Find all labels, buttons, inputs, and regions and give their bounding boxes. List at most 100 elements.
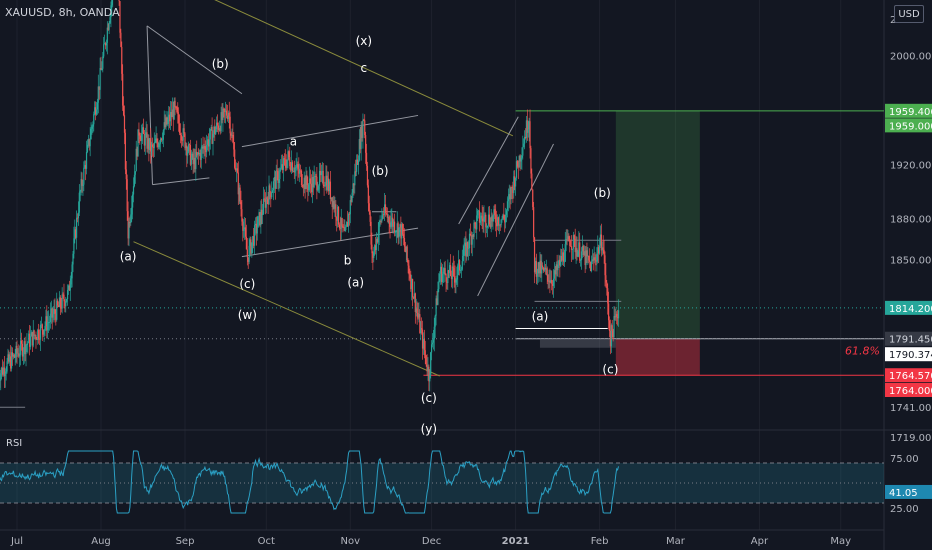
candle-body (272, 190, 274, 193)
candle-body (195, 151, 197, 170)
candle-body (281, 164, 284, 170)
candle-body (434, 315, 436, 327)
candle-body (192, 153, 194, 165)
last-price-badge-bg (885, 300, 932, 315)
candle-body (595, 260, 597, 262)
candle-body (596, 253, 598, 262)
stop2-badge: 1764.000 (889, 386, 932, 397)
candle-body (269, 185, 271, 193)
candle-body (142, 127, 145, 135)
candle-body (509, 194, 511, 200)
wave-label: (y) (421, 422, 437, 436)
candle-body (611, 325, 613, 332)
candle-body (95, 109, 98, 115)
candle-body (560, 256, 562, 266)
candle-body (378, 222, 380, 234)
candle-body (533, 237, 536, 273)
candle-body (132, 186, 135, 195)
candle-body (283, 158, 285, 160)
candle-body (488, 214, 490, 225)
candle-body (338, 224, 341, 229)
candle-body (442, 271, 444, 274)
candle-body (446, 281, 448, 284)
candle-body (570, 246, 573, 250)
candle-body (76, 217, 79, 219)
candle-body (109, 17, 111, 23)
candle-body (372, 253, 374, 258)
candle-body (514, 177, 517, 187)
candle-body (517, 166, 519, 168)
candle-body (508, 194, 510, 199)
candle-body (69, 284, 71, 291)
candle-body (555, 264, 557, 275)
candle-body (486, 227, 488, 229)
target-badge: 1959.406 (889, 107, 932, 118)
candle-body (307, 185, 309, 191)
candle-body (105, 42, 108, 46)
candle-body (358, 139, 360, 161)
candle-body (85, 152, 88, 169)
candle-body (544, 267, 546, 270)
level2-badge-bg (885, 118, 932, 133)
candle-body (305, 175, 307, 190)
candle-body (351, 192, 353, 202)
currency-button[interactable]: USD (894, 5, 924, 23)
candle-body (577, 251, 579, 257)
candle-body (532, 189, 534, 208)
candle-body (486, 225, 489, 228)
last-price-badge: 1814.200 (889, 304, 932, 315)
candle-body (403, 238, 406, 247)
level2-badge: 1959.000 (889, 121, 932, 132)
candle-body (99, 67, 101, 90)
target-badge-bg (885, 103, 932, 118)
candle-body (68, 285, 70, 291)
candle-body (347, 214, 350, 227)
candle-body (299, 170, 301, 174)
candle-body (213, 126, 215, 134)
candle-body (330, 197, 332, 199)
candle-body (315, 175, 317, 177)
candle-body (85, 165, 87, 169)
candle-body (552, 278, 555, 286)
candle-body (581, 246, 584, 252)
candle-body (280, 168, 282, 171)
candle-body (203, 146, 205, 149)
candle-body (48, 322, 50, 323)
candle-body (579, 242, 581, 261)
candle-body (609, 330, 612, 347)
candle-body (546, 268, 548, 275)
candle-body (510, 187, 512, 200)
candle-body (272, 181, 275, 191)
wave-label: (b) (594, 186, 611, 200)
candle-body (468, 233, 471, 249)
candle-body (266, 197, 268, 200)
candle-body (328, 178, 330, 192)
candle-body (131, 207, 133, 215)
candle-body (17, 353, 19, 355)
candle-body (360, 126, 362, 150)
long-position-tool[interactable]: 61.8% (0, 110, 884, 376)
candle-body (520, 157, 522, 162)
candle-body (130, 214, 132, 223)
candle-body (234, 167, 237, 171)
price-tick: 1719.000 (890, 433, 932, 444)
time-tick: 2021 (502, 536, 530, 547)
candle-body (440, 266, 442, 274)
candle-body (6, 361, 8, 372)
wave-label: (b) (212, 57, 229, 71)
candle-body (574, 238, 576, 253)
candle-body (525, 120, 528, 139)
candle-body (388, 217, 390, 223)
candle-body (14, 357, 16, 359)
elliott-wave-drawings[interactable] (0, 0, 622, 408)
candle-body (406, 246, 408, 260)
candle-body (496, 222, 498, 227)
candle-body (369, 211, 371, 222)
candle-body (543, 267, 546, 271)
fib-label: 61.8% (845, 344, 880, 357)
symbol-title: XAUUSD, 8h, OANDA (5, 6, 120, 19)
candle-body (309, 178, 312, 184)
candle-body (10, 356, 12, 369)
candle-body (199, 153, 201, 160)
